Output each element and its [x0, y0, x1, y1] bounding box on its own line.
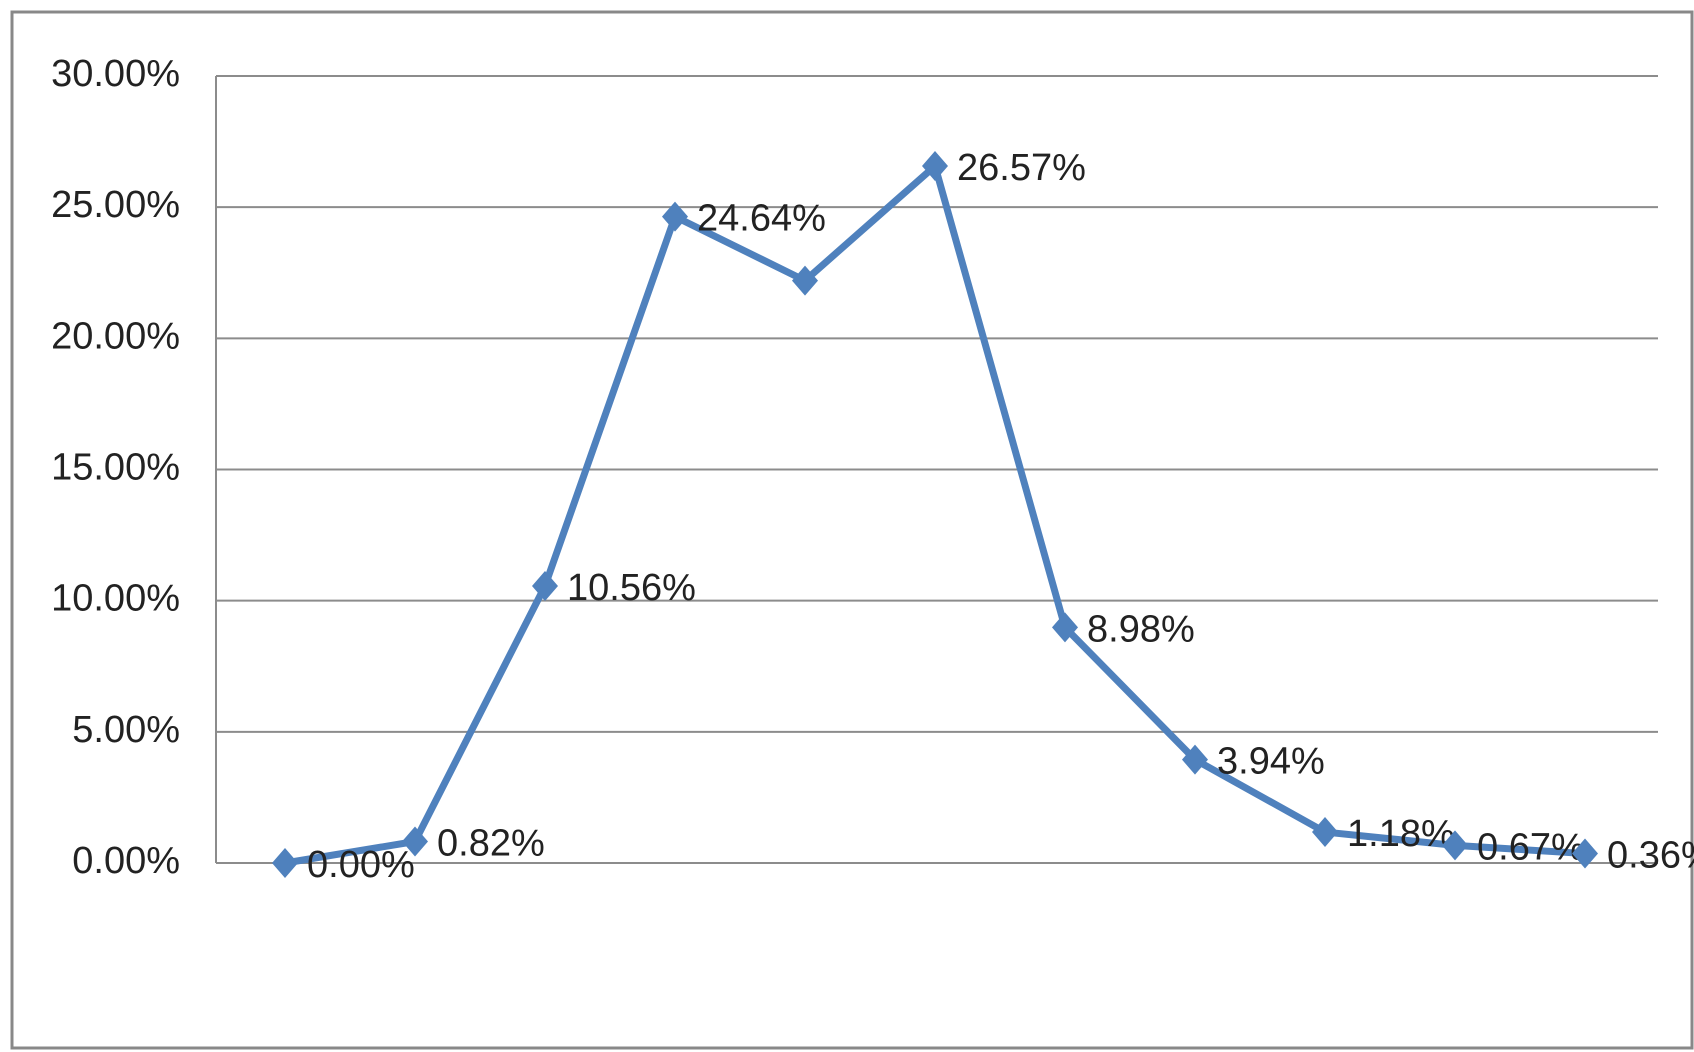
data-label: 10.56% — [567, 567, 696, 609]
marker — [1572, 838, 1598, 869]
marker — [922, 150, 948, 181]
y-tick-label: 0.00% — [72, 840, 180, 882]
data-label: 26.57% — [957, 147, 1086, 189]
y-tick-label: 15.00% — [51, 447, 180, 489]
data-label: 0.00% — [307, 844, 415, 886]
marker — [532, 570, 558, 601]
marker — [1182, 744, 1208, 775]
data-label: 1.18% — [1347, 813, 1455, 855]
y-tick-label: 30.00% — [51, 53, 180, 95]
data-label: 8.98% — [1087, 608, 1195, 650]
marker — [402, 826, 428, 857]
marker — [272, 848, 298, 878]
marker — [1442, 830, 1468, 861]
data-label: 3.94% — [1217, 741, 1325, 783]
marker — [662, 201, 688, 232]
marker — [1052, 612, 1078, 643]
data-label: 0.82% — [437, 823, 545, 865]
marker — [1312, 817, 1338, 848]
data-label: 0.36% — [1607, 835, 1694, 877]
y-tick-label: 10.00% — [51, 578, 180, 620]
chart-frame — [10, 10, 1694, 1050]
y-tick-label: 25.00% — [51, 184, 180, 226]
data-label: 24.64% — [697, 198, 826, 240]
y-tick-label: 20.00% — [51, 315, 180, 357]
data-label: 0.67% — [1477, 826, 1585, 868]
y-tick-label: 5.00% — [72, 709, 180, 751]
marker — [792, 265, 818, 296]
